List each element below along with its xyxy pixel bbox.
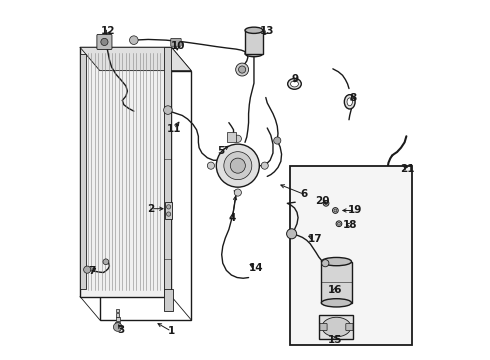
Text: 2: 2 [147, 204, 155, 214]
Ellipse shape [322, 317, 351, 337]
Bar [290, 166, 412, 345]
Bar [80, 54, 87, 289]
Ellipse shape [245, 50, 263, 57]
Text: 12: 12 [101, 26, 115, 36]
Text: 1: 1 [168, 326, 175, 336]
FancyBboxPatch shape [171, 39, 181, 46]
Text: 19: 19 [348, 206, 363, 216]
Ellipse shape [245, 27, 263, 33]
Bar [164, 47, 171, 297]
Ellipse shape [347, 98, 352, 106]
Ellipse shape [288, 78, 301, 89]
Circle shape [338, 222, 341, 225]
FancyBboxPatch shape [320, 323, 327, 330]
Text: 20: 20 [315, 196, 329, 206]
Ellipse shape [344, 95, 355, 109]
Circle shape [287, 229, 296, 239]
Circle shape [333, 208, 338, 213]
Polygon shape [80, 47, 172, 297]
Text: 17: 17 [308, 234, 322, 244]
Circle shape [103, 259, 109, 265]
Circle shape [84, 266, 91, 273]
Bar [116, 309, 119, 312]
Circle shape [164, 106, 172, 114]
Circle shape [274, 137, 281, 144]
Text: 8: 8 [349, 93, 356, 103]
Circle shape [323, 201, 329, 206]
Bar [116, 318, 120, 321]
Text: 6: 6 [300, 189, 308, 199]
Circle shape [239, 66, 245, 73]
Text: 13: 13 [260, 26, 274, 36]
Text: 21: 21 [400, 164, 415, 174]
Bar [166, 202, 172, 220]
Ellipse shape [321, 257, 351, 266]
Text: 4: 4 [229, 213, 236, 223]
Text: 16: 16 [327, 285, 342, 295]
Circle shape [230, 158, 245, 173]
Bar [321, 262, 351, 303]
Circle shape [167, 205, 171, 209]
Text: 9: 9 [292, 74, 299, 84]
Bar [115, 321, 120, 325]
Ellipse shape [321, 299, 351, 307]
Text: 15: 15 [327, 335, 342, 345]
Text: 5: 5 [217, 146, 224, 156]
Bar [164, 289, 172, 311]
FancyBboxPatch shape [97, 35, 112, 49]
Circle shape [336, 221, 342, 226]
Circle shape [216, 144, 259, 187]
Bar [116, 313, 120, 317]
FancyBboxPatch shape [346, 323, 353, 330]
Circle shape [324, 202, 327, 205]
Ellipse shape [291, 81, 298, 87]
Text: 10: 10 [171, 41, 185, 50]
Circle shape [113, 323, 122, 331]
Circle shape [224, 152, 252, 180]
Bar [227, 132, 236, 142]
Polygon shape [80, 47, 191, 71]
Circle shape [129, 36, 138, 44]
Text: 7: 7 [88, 266, 95, 276]
Circle shape [234, 135, 242, 142]
Text: 14: 14 [248, 263, 263, 273]
Text: 18: 18 [343, 220, 357, 230]
Circle shape [234, 189, 242, 196]
Text: 3: 3 [118, 325, 125, 334]
Circle shape [101, 39, 108, 45]
Circle shape [261, 162, 269, 169]
Text: 11: 11 [167, 124, 181, 134]
Circle shape [167, 212, 171, 216]
Bar [319, 315, 353, 339]
Circle shape [322, 260, 329, 267]
Circle shape [207, 162, 215, 169]
Circle shape [334, 209, 337, 212]
Bar [245, 30, 263, 54]
Circle shape [236, 63, 248, 76]
